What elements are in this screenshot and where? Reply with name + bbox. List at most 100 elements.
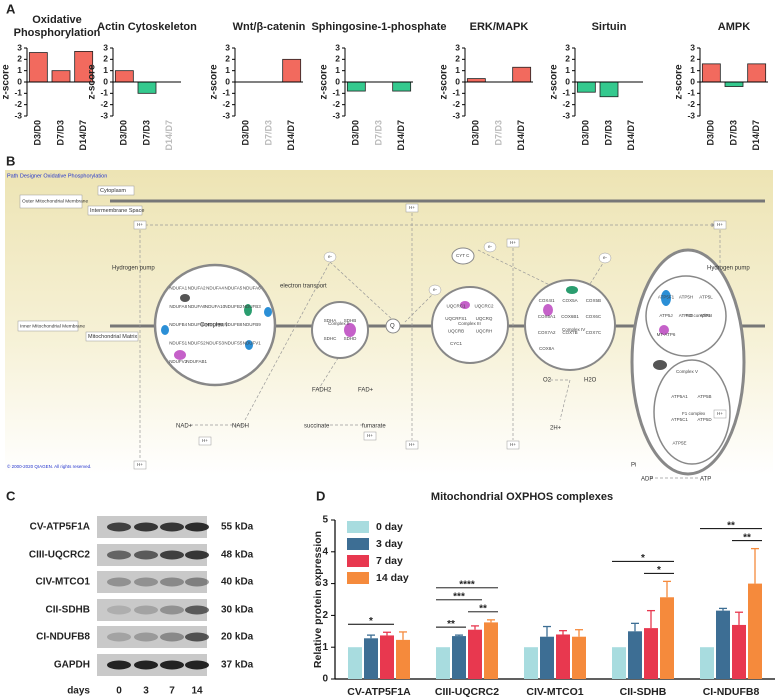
- error-bar: [543, 625, 551, 637]
- highlight: [661, 290, 671, 306]
- node-shape: [385, 318, 401, 334]
- x-tick-label: D14/D7: [78, 120, 88, 151]
- bar: [348, 647, 362, 679]
- x-tick-label: D7/D3: [728, 120, 738, 146]
- label-box: [97, 185, 135, 196]
- label-box: [19, 194, 83, 209]
- x-tick-label: D3/D0: [119, 120, 129, 146]
- y-tick-label: -3: [332, 110, 340, 120]
- gene-label: UQCRQ: [476, 316, 493, 321]
- blot-band: [185, 577, 209, 587]
- bar: [556, 634, 570, 679]
- gene-label: SDHB: [344, 318, 357, 323]
- gene-label: NDUFB5: [188, 322, 206, 327]
- error-bar: [751, 547, 759, 584]
- significance-label: *: [641, 553, 645, 564]
- metabolite: FADH2: [312, 388, 332, 394]
- bar: [346, 81, 366, 92]
- size-label: 20 kDa: [221, 632, 254, 643]
- x-tick-label: D7/D3: [493, 120, 503, 146]
- highlight: [653, 360, 667, 370]
- blot-band: [134, 632, 158, 642]
- x-tick-label: D7/D3: [263, 120, 273, 146]
- blot-band: [185, 660, 209, 670]
- y-tick-label: 0: [335, 76, 340, 86]
- blot-band: [160, 605, 184, 615]
- node-label: H+: [717, 222, 723, 227]
- metabolite: ADP: [641, 477, 653, 483]
- y-tick-label: -2: [452, 99, 460, 109]
- y-axis-label: z-score: [319, 64, 330, 99]
- size-label: 30 kDa: [221, 605, 254, 616]
- highlight: [180, 294, 190, 302]
- gene-label: NDUFA1: [169, 285, 187, 290]
- node-shape: [323, 251, 337, 263]
- label-box: [85, 331, 139, 342]
- metabolite: H2O: [584, 378, 597, 384]
- label-box: [405, 203, 419, 213]
- significance-label: ***: [453, 591, 465, 602]
- y-tick-label: -3: [100, 110, 108, 120]
- significance-label: *: [657, 565, 661, 576]
- metabolite: O2: [543, 378, 552, 384]
- y-tick-label: 2: [690, 54, 695, 64]
- bar: [660, 597, 674, 679]
- gene-label: NDUFB2: [224, 304, 242, 309]
- node-label: Hydrogen pump: [112, 266, 155, 272]
- panel-label: B: [6, 153, 15, 168]
- bar: [364, 638, 378, 679]
- gene-label: ATP5I: [700, 313, 712, 318]
- y-tick-label: -1: [100, 88, 108, 98]
- x-tick-label: D3/D0: [241, 120, 251, 146]
- blot-band: [185, 632, 209, 642]
- y-tick-label: 3: [225, 42, 230, 52]
- y-tick-label: 0: [17, 76, 22, 86]
- gene-label: NDUFB3: [243, 304, 261, 309]
- copyright: © 2000-2020 QIAGEN. All rights reserved.: [7, 463, 91, 469]
- complex-label: FO complex: [686, 313, 711, 318]
- blot-band: [160, 550, 184, 560]
- significance-label: ****: [459, 579, 475, 590]
- significance-label: **: [447, 619, 455, 630]
- x-tick-label: D7/D3: [141, 120, 151, 146]
- significance-label: *: [369, 616, 373, 627]
- y-axis-label: z-score: [87, 64, 98, 99]
- protein-label: GAPDH: [54, 660, 90, 671]
- bar: [747, 63, 767, 83]
- legend-swatch: [347, 521, 369, 533]
- y-tick-label: 3: [455, 42, 460, 52]
- blot-band: [134, 577, 158, 587]
- y-tick-label: 2: [17, 54, 22, 64]
- compartment-label: Mitochondrial Matrix: [88, 334, 137, 340]
- panel-label: D: [316, 488, 325, 503]
- gene-label: NDUFA10: [205, 304, 226, 309]
- x-tick-label: D3/D0: [33, 120, 43, 146]
- gene-label: UQCRB: [448, 328, 464, 333]
- y-tick-label: 3: [17, 42, 22, 52]
- gene-label: NDUFB4: [169, 322, 187, 327]
- y-tick-label: 1: [690, 65, 695, 75]
- gene-label: ATP5L: [699, 295, 713, 300]
- highlight: [543, 304, 553, 316]
- label-box: [713, 409, 727, 419]
- chart-title: Oxidative Phosphorylation: [14, 14, 101, 39]
- error-bar: [575, 629, 583, 637]
- x-tick-label: CI-NDUFB8: [703, 686, 760, 698]
- complex-shape: [524, 279, 616, 371]
- metabolite: NAD+: [176, 424, 193, 430]
- protein-label: CII-SDHB: [46, 605, 90, 616]
- node-label: e-: [603, 255, 608, 260]
- size-label: 40 kDa: [221, 577, 254, 588]
- y-tick-label: -1: [332, 88, 340, 98]
- gene-label: CYC1: [450, 341, 463, 346]
- gene-label: SDHA: [324, 318, 337, 323]
- node-label: electron transport: [280, 284, 327, 290]
- gene-label: SDHD: [344, 336, 358, 341]
- label-box: [17, 320, 79, 332]
- node-shape: [598, 252, 612, 264]
- legend-swatch: [347, 538, 369, 550]
- y-tick-label: 3: [335, 42, 340, 52]
- node-label: CYT C: [456, 253, 470, 258]
- error-bar: [399, 631, 407, 640]
